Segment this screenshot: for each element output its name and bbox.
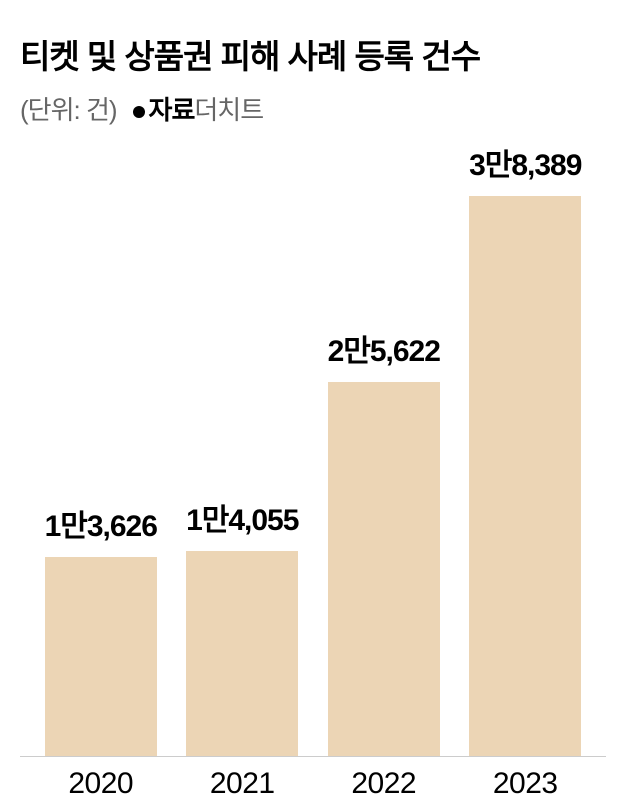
- bar-group: 1만3,626: [36, 501, 166, 756]
- bar-value-label: 1만3,626: [45, 501, 157, 545]
- x-axis: 2020 2021 2022 2023: [20, 767, 606, 801]
- bar-group: 3만8,389: [460, 140, 590, 756]
- bullet-icon: [133, 106, 145, 118]
- chart-area: 1만3,626 1만4,055 2만5,622 3만8,389: [20, 157, 606, 757]
- chart-title: 티켓 및 상품권 피해 사례 등록 건수: [20, 30, 606, 78]
- bar-group: 2만5,622: [319, 326, 449, 756]
- bar: [328, 382, 440, 756]
- source-value: 더치트: [194, 95, 263, 125]
- bar-value-label: 1만4,055: [186, 495, 298, 539]
- bar-value-label: 3만8,389: [469, 140, 581, 184]
- unit-label: (단위: 건): [20, 90, 117, 127]
- bar: [186, 551, 298, 756]
- source: 자료더치트: [133, 90, 264, 127]
- x-axis-label: 2022: [319, 767, 449, 801]
- bar-group: 1만4,055: [177, 495, 307, 756]
- x-axis-label: 2021: [177, 767, 307, 801]
- source-label: 자료: [149, 95, 195, 125]
- bar: [45, 557, 157, 756]
- x-axis-label: 2020: [36, 767, 166, 801]
- bar-value-label: 2만5,622: [328, 326, 440, 370]
- x-axis-label: 2023: [460, 767, 590, 801]
- bar: [469, 196, 581, 756]
- subtitle-row: (단위: 건) 자료더치트: [20, 90, 606, 127]
